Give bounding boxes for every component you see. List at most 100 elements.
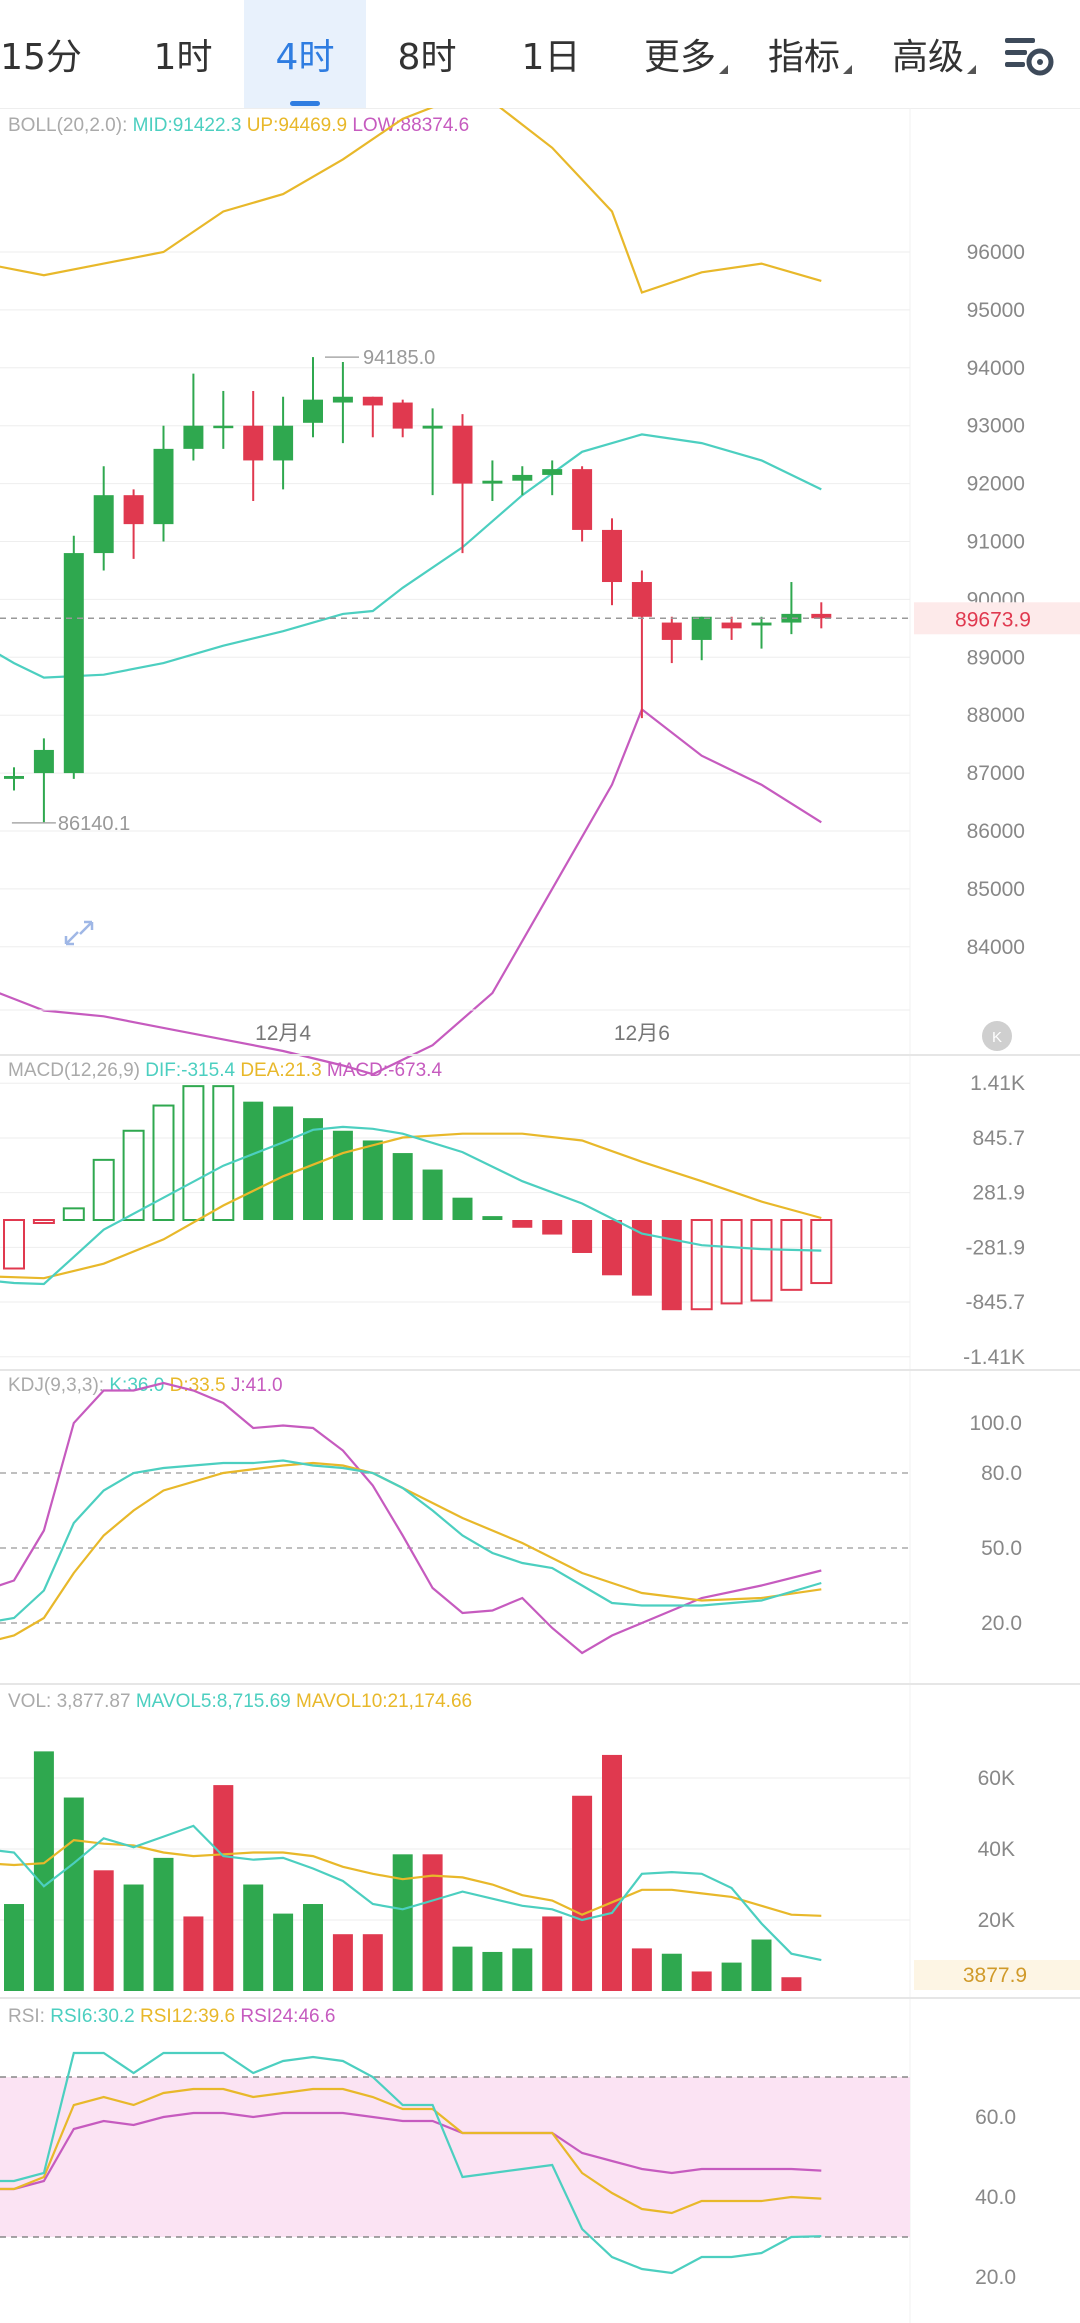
volume-bar (631, 1948, 652, 1991)
kdj-axis-label: 80.0 (981, 1462, 1022, 1485)
k-badge-icon (982, 1021, 1012, 1051)
tab-1d[interactable]: 1日 (521, 37, 581, 78)
macd-axis-label: 845.7 (972, 1127, 1025, 1150)
volume-bar (273, 1913, 294, 1991)
tab-indicators[interactable]: 指标 (756, 0, 852, 108)
price-axis-label: 91000 (967, 531, 1025, 554)
volume-bar (542, 1916, 563, 1991)
volume-bar (4, 1904, 24, 1991)
volume-bar (721, 1962, 742, 1991)
candle-body (572, 469, 593, 530)
candle-body (781, 613, 802, 623)
tab-indicators-label: 指标 (767, 37, 840, 78)
macd-histogram-bar (810, 1219, 833, 1285)
rsi-legend: RSI: RSI6:30.2 RSI12:39.6 RSI24:46.6 (8, 2006, 335, 2027)
macd-histogram-bar (750, 1219, 773, 1302)
candle-body (93, 495, 114, 554)
volume-bar (602, 1754, 622, 1991)
volume-bar (452, 1946, 473, 1991)
price-axis-label: 89000 (967, 646, 1025, 669)
macd-histogram-bar (602, 1220, 622, 1276)
tab-8h[interactable]: 8时 (397, 37, 457, 78)
rsi-axis-label: 20.0 (975, 2266, 1016, 2289)
min-price-marker: 86140.1 (58, 813, 130, 835)
candle-body (691, 616, 712, 640)
macd-axis-label: 281.9 (972, 1182, 1025, 1205)
volume-bar (183, 1916, 204, 1991)
kline-chart[interactable]: 9600095000940009300092000910009000089000… (0, 108, 1080, 2323)
vol-legend: VOL: 3,877.87 MAVOL5:8,715.69 MAVOL10:21… (8, 1691, 472, 1712)
kdj-k-line (0, 1459, 822, 1622)
volume-bar (63, 1797, 84, 1991)
vol-axis-label: 60K (978, 1767, 1015, 1790)
expand-icon (64, 920, 94, 946)
volume-bar (243, 1884, 264, 1991)
candle-body (751, 622, 772, 626)
price-axis-label: 92000 (967, 473, 1025, 496)
candle-body (661, 622, 682, 640)
dropdown-arrow-icon (967, 65, 976, 74)
macd-histogram-bar (631, 1220, 652, 1296)
candle-body (721, 622, 742, 629)
volume-bar (691, 1971, 712, 1991)
macd-histogram-bar (482, 1216, 503, 1220)
tab-more[interactable]: 更多 (632, 0, 728, 108)
candle-body (332, 396, 353, 403)
max-price-marker: 94185.0 (363, 347, 435, 369)
candle-body (482, 480, 503, 484)
price-axis-label: 93000 (967, 415, 1025, 438)
macd-histogram-bar (32, 1219, 55, 1224)
candle-body (512, 474, 533, 481)
candle-body (213, 425, 234, 429)
kdj-axis-label: 50.0 (981, 1537, 1022, 1560)
rsi6-line (0, 2051, 822, 2275)
tab-more-label: 更多 (643, 37, 716, 78)
k-badge-icon-glyph: K (992, 1029, 1002, 1046)
candle-body (183, 425, 204, 449)
macd-axis-label: -281.9 (965, 1236, 1025, 1259)
x-axis-date-label: 12月4 (255, 1022, 311, 1045)
x-axis-date-label: 12月6 (614, 1022, 670, 1045)
volume-bar (213, 1785, 234, 1991)
volume-bar (123, 1884, 144, 1991)
macd-histogram-bar (572, 1220, 593, 1253)
mavol5-line (0, 1824, 822, 1962)
price-axis-label: 84000 (967, 936, 1025, 959)
volume-bar (362, 1934, 383, 1991)
macd-dea-line (0, 1132, 822, 1280)
candle-body (811, 613, 832, 619)
boll-legend: BOLL(20,2.0): MID:91422.3 UP:94469.9 LOW… (8, 115, 469, 136)
macd-axis-label: -845.7 (965, 1291, 1025, 1314)
macd-histogram-bar (243, 1101, 264, 1220)
macd-histogram-bar (392, 1153, 413, 1220)
volume-bar (332, 1934, 353, 1991)
kdj-axis-label: 20.0 (981, 1612, 1022, 1635)
vol-axis-label: 20K (978, 1909, 1015, 1932)
kdj-axis-label: 100.0 (969, 1412, 1022, 1435)
macd-histogram-bar (122, 1129, 145, 1222)
tab-15m[interactable]: 15分 (0, 37, 82, 78)
tab-advanced-label: 高级 (891, 37, 964, 78)
candle-body (422, 425, 443, 429)
macd-histogram-bar (303, 1118, 323, 1220)
candle-body (63, 553, 84, 774)
chart-settings-icon[interactable] (1003, 34, 1055, 78)
volume-bar (392, 1854, 413, 1991)
price-axis-label: 88000 (967, 704, 1025, 727)
volume-bar (153, 1857, 174, 1991)
last-price-text: 89673.9 (955, 608, 1031, 631)
rsi-axis-label: 60.0 (975, 2106, 1016, 2129)
macd-histogram-bar (92, 1158, 115, 1221)
macd-histogram-bar (3, 1219, 25, 1270)
macd-histogram-bar (62, 1207, 85, 1221)
volume-bar (512, 1948, 533, 1991)
macd-histogram-bar (422, 1169, 443, 1220)
macd-histogram-bar (332, 1130, 353, 1220)
tab-4h[interactable]: 4时 (244, 0, 366, 108)
tab-advanced[interactable]: 高级 (880, 0, 976, 108)
candle-body (153, 448, 174, 525)
candle-body (243, 425, 264, 461)
rsi-axis-label: 40.0 (975, 2186, 1016, 2209)
rsi24-line (0, 2111, 822, 2191)
tab-1h[interactable]: 1时 (153, 37, 213, 78)
